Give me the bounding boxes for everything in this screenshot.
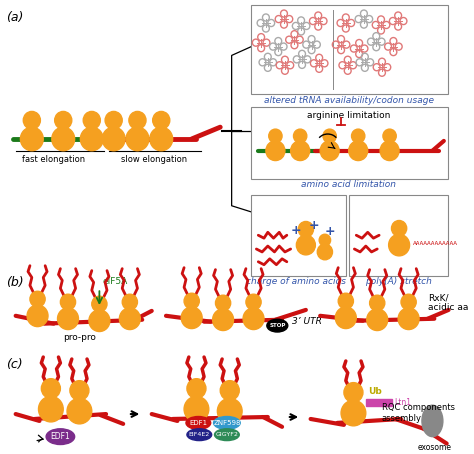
Text: +: + [324, 225, 335, 238]
Circle shape [246, 294, 261, 310]
Circle shape [319, 234, 330, 246]
Text: pro-pro: pro-pro [63, 334, 96, 342]
Circle shape [392, 221, 407, 236]
Text: arginine limitation: arginine limitation [307, 111, 391, 120]
Circle shape [181, 307, 202, 329]
Circle shape [30, 291, 45, 307]
FancyBboxPatch shape [349, 195, 447, 276]
Text: poly(A) stretch: poly(A) stretch [365, 277, 432, 286]
Circle shape [352, 129, 365, 143]
Circle shape [398, 308, 419, 330]
Circle shape [60, 294, 76, 310]
Bar [366, 400, 392, 406]
Circle shape [102, 127, 125, 151]
Circle shape [401, 294, 416, 310]
Circle shape [81, 127, 103, 151]
Text: (b): (b) [6, 276, 24, 290]
Circle shape [92, 296, 107, 312]
FancyBboxPatch shape [251, 107, 447, 179]
FancyBboxPatch shape [251, 195, 346, 276]
Circle shape [341, 400, 366, 426]
Circle shape [38, 396, 63, 422]
Ellipse shape [214, 416, 240, 429]
Circle shape [370, 295, 385, 311]
Ellipse shape [186, 416, 211, 429]
Text: (c): (c) [6, 358, 23, 371]
Text: +: + [308, 219, 319, 232]
Circle shape [266, 141, 285, 161]
Circle shape [317, 244, 332, 260]
Circle shape [383, 129, 396, 143]
Text: amino acid limitation: amino acid limitation [301, 180, 396, 189]
Text: fast elongation: fast elongation [22, 155, 85, 163]
Text: (a): (a) [6, 11, 24, 24]
Circle shape [349, 141, 368, 161]
Circle shape [89, 310, 110, 331]
Circle shape [129, 111, 146, 129]
Circle shape [218, 398, 242, 424]
Circle shape [389, 234, 410, 256]
Circle shape [105, 111, 122, 129]
Circle shape [184, 293, 199, 309]
Circle shape [187, 379, 206, 398]
Circle shape [220, 380, 239, 400]
Circle shape [55, 111, 72, 129]
Text: exosome: exosome [417, 443, 451, 452]
Text: charge of amino acids: charge of amino acids [246, 277, 346, 286]
Ellipse shape [46, 429, 74, 444]
Circle shape [298, 222, 313, 237]
Circle shape [122, 294, 137, 310]
Circle shape [52, 127, 74, 151]
Circle shape [27, 305, 48, 326]
Circle shape [338, 293, 354, 309]
Circle shape [243, 308, 264, 330]
Circle shape [216, 295, 231, 311]
Text: RQC components
assembly: RQC components assembly [382, 403, 455, 423]
Text: Ub: Ub [368, 387, 382, 396]
Text: acidic aa: acidic aa [428, 303, 468, 312]
Circle shape [320, 141, 339, 161]
Circle shape [83, 111, 100, 129]
Ellipse shape [267, 319, 288, 332]
Circle shape [20, 127, 43, 151]
Circle shape [296, 235, 315, 255]
Text: RxK/: RxK/ [428, 294, 448, 303]
Text: altered tRNA availability/codon usage: altered tRNA availability/codon usage [264, 96, 434, 105]
Text: EIF4E2: EIF4E2 [189, 432, 210, 437]
Text: eIF5A: eIF5A [102, 277, 128, 286]
Circle shape [367, 309, 388, 331]
Circle shape [184, 396, 209, 422]
Text: slow elongation: slow elongation [120, 155, 187, 163]
Circle shape [126, 127, 149, 151]
Ellipse shape [187, 429, 212, 440]
Circle shape [67, 398, 92, 424]
Circle shape [269, 129, 282, 143]
Circle shape [293, 129, 307, 143]
Circle shape [336, 307, 356, 329]
Circle shape [23, 111, 40, 129]
Circle shape [150, 127, 173, 151]
Circle shape [291, 141, 310, 161]
Circle shape [380, 141, 399, 161]
Text: +: + [291, 224, 301, 237]
Circle shape [57, 308, 79, 330]
Text: Ltn1: Ltn1 [394, 398, 411, 407]
Circle shape [153, 111, 170, 129]
Circle shape [41, 379, 60, 398]
Circle shape [70, 380, 89, 400]
Ellipse shape [215, 429, 239, 440]
Text: AAAAAAAAAAAA: AAAAAAAAAAAA [412, 241, 457, 246]
Text: STOP: STOP [269, 323, 285, 328]
Circle shape [213, 309, 234, 331]
Text: 3’ UTR: 3’ UTR [292, 317, 321, 326]
Circle shape [344, 383, 363, 402]
FancyBboxPatch shape [251, 5, 447, 94]
Text: ZNF598: ZNF598 [213, 420, 241, 426]
Circle shape [323, 129, 337, 143]
Text: EDF1: EDF1 [51, 432, 70, 441]
Text: GIGYF2: GIGYF2 [216, 432, 238, 437]
Circle shape [119, 308, 140, 330]
Text: EDF1: EDF1 [189, 420, 208, 426]
Ellipse shape [422, 405, 443, 437]
